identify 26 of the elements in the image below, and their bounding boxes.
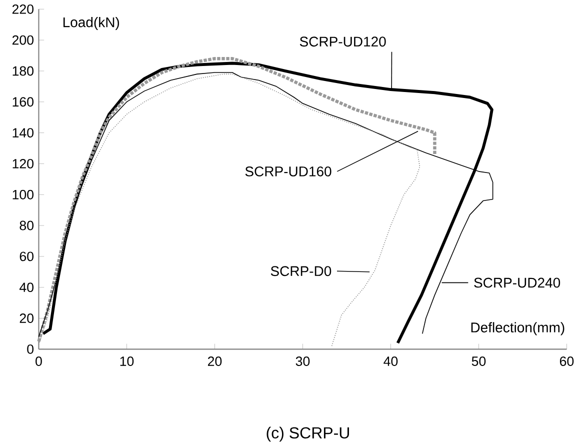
y-tick-label: 0 xyxy=(27,344,34,354)
y-tick-label: 20 xyxy=(20,314,34,323)
y-tick-label: 160 xyxy=(12,97,34,107)
annotation: SCRP-UD160 xyxy=(245,166,332,176)
x-tick-label: 20 xyxy=(208,356,222,366)
x-tick-label: 50 xyxy=(472,356,486,366)
y-tick-label: 140 xyxy=(12,128,34,138)
y-tick-label: 220 xyxy=(12,4,34,14)
x-axis-title: Deflection(mm) xyxy=(471,322,564,336)
annotation: SCRP-UD120 xyxy=(300,36,386,47)
x-tick-label: 30 xyxy=(296,356,310,366)
annotation: SCRP-D0 xyxy=(270,266,332,276)
y-tick-label: 40 xyxy=(20,282,34,292)
annotation: SCRP-UD240 xyxy=(474,278,560,288)
x-tick-label: 40 xyxy=(384,356,398,366)
y-tick-label: 100 xyxy=(12,190,34,200)
y-tick-label: 180 xyxy=(12,66,34,76)
y-tick-label: 60 xyxy=(20,252,34,262)
text: (c) SCRP-U xyxy=(266,426,349,442)
y-tick-label: 80 xyxy=(20,220,34,230)
y-tick-label: 200 xyxy=(12,35,34,45)
x-tick-label: 0 xyxy=(36,356,42,366)
y-axis-title: Load(kN) xyxy=(63,16,120,30)
x-tick-label: 60 xyxy=(560,356,574,366)
y-tick-label: 120 xyxy=(12,158,34,168)
x-tick-label: 10 xyxy=(120,356,134,366)
